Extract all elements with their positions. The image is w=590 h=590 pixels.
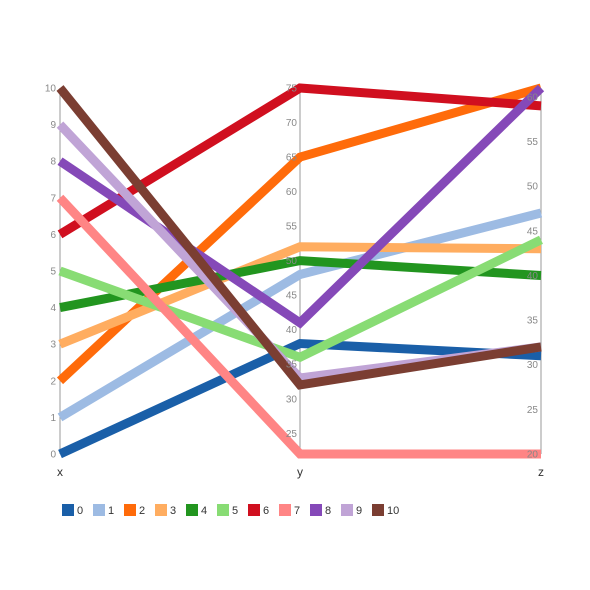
tick-label-y-35: 35 (286, 360, 298, 371)
tick-label-x-0: 0 (50, 450, 56, 461)
tick-label-z-35: 35 (527, 316, 539, 327)
legend-label-4: 4 (201, 505, 207, 517)
tick-label-y-40: 40 (286, 325, 298, 336)
tick-label-z-20: 20 (527, 450, 539, 461)
legend-label-3: 3 (170, 505, 176, 517)
tick-label-z-40: 40 (527, 271, 539, 282)
legend-label-0: 0 (77, 505, 83, 517)
tick-label-x-8: 8 (50, 157, 56, 168)
legend-label-2: 2 (139, 505, 145, 517)
legend: 0 1 2 3 4 5 6 7 8 9 10 (62, 504, 399, 517)
tick-label-y-60: 60 (286, 187, 298, 198)
legend-label-10: 10 (387, 505, 399, 517)
tick-label-y-65: 65 (286, 153, 298, 164)
series-line-2 (56, 83, 543, 385)
tick-label-z-55: 55 (527, 137, 539, 148)
tick-label-y-50: 50 (286, 256, 298, 267)
legend-swatch-6 (248, 504, 260, 516)
tick-label-z-25: 25 (527, 405, 539, 416)
tick-label-y-25: 25 (286, 429, 298, 440)
series-line-1 (57, 208, 543, 422)
tick-label-x-2: 2 (50, 376, 56, 387)
tick-label-y-70: 70 (286, 118, 298, 129)
series-line-4 (59, 256, 542, 313)
tick-label-x-9: 9 (50, 120, 56, 131)
tick-label-z-50: 50 (527, 182, 539, 193)
legend-swatch-0 (62, 504, 74, 516)
tick-label-x-3: 3 (50, 340, 56, 351)
legend-label-1: 1 (108, 505, 114, 517)
tick-label-y-45: 45 (286, 291, 298, 302)
legend-label-7: 7 (294, 505, 300, 517)
series-line-10 (56, 85, 542, 390)
series-line-5 (58, 235, 543, 363)
tick-label-z-60: 60 (527, 92, 539, 103)
tick-label-z-30: 30 (527, 360, 539, 371)
legend-label-6: 6 (263, 505, 269, 517)
series-line-7 (56, 194, 541, 459)
tick-label-y-55: 55 (286, 222, 298, 233)
axis-label-z: z (538, 465, 544, 479)
legend-swatch-10 (372, 504, 384, 516)
tick-labels: 012345678910x2530354045505560657075y2025… (45, 84, 544, 480)
legend-swatch-2 (124, 504, 136, 516)
tick-label-y-75: 75 (286, 84, 298, 95)
axis-label-y: y (297, 465, 303, 479)
tick-label-x-4: 4 (50, 303, 56, 314)
axis-label-x: x (57, 465, 63, 479)
tick-label-x-6: 6 (50, 230, 56, 241)
legend-label-5: 5 (232, 505, 238, 517)
legend-swatch-7 (279, 504, 291, 516)
tick-label-y-30: 30 (286, 394, 298, 405)
legend-swatch-5 (217, 504, 229, 516)
legend-swatch-9 (341, 504, 353, 516)
legend-swatch-3 (155, 504, 167, 516)
series-lines (56, 83, 545, 459)
legend-swatch-8 (310, 504, 322, 516)
series-line-0 (58, 338, 542, 459)
tick-label-z-45: 45 (527, 226, 539, 237)
legend-label-9: 9 (356, 505, 362, 517)
tick-label-x-5: 5 (50, 267, 56, 278)
legend-swatch-1 (93, 504, 105, 516)
tick-label-x-1: 1 (50, 413, 56, 424)
legend-swatch-4 (186, 504, 198, 516)
tick-label-x-10: 10 (45, 84, 57, 95)
legend-label-8: 8 (325, 505, 331, 517)
series-line-3 (58, 242, 542, 349)
tick-label-x-7: 7 (50, 193, 56, 204)
